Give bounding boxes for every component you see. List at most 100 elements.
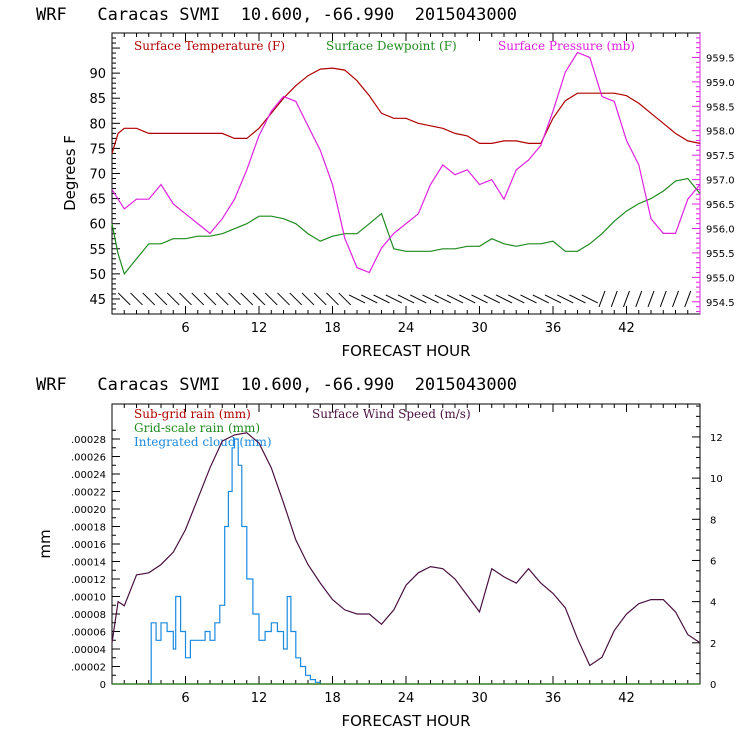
- wind-barb: [252, 292, 266, 306]
- bottom-chart-title: WRF Caracas SVMI 10.600, -66.990 2015043…: [36, 375, 517, 395]
- legend-integrated-cloud: Integrated cloud (mm): [134, 435, 272, 449]
- wind-barb: [520, 294, 537, 304]
- bottom-y-tick-label: .00020: [71, 505, 106, 516]
- bottom-y-tick-label: .00018: [71, 523, 106, 534]
- wind-barb: [289, 292, 303, 306]
- top-y-tick-label: 50: [89, 268, 106, 283]
- bottom-y-tick-label: .00022: [71, 488, 106, 499]
- top-y-tick-label: 60: [89, 218, 106, 233]
- bottom-y-tick-label: .00004: [71, 645, 106, 656]
- wind-barb: [277, 292, 290, 306]
- bottom-y-tick-label: .00008: [71, 610, 106, 621]
- top-x-tick-label: 42: [618, 321, 635, 336]
- legend-dewpoint: Surface Dewpoint (F): [326, 39, 457, 53]
- wind-barb: [557, 294, 574, 304]
- top-y2-tick-label: 956.5: [706, 200, 735, 211]
- wind-barb: [623, 290, 630, 308]
- legend-temperature: Surface Temperature (F): [134, 39, 285, 53]
- top-y2-tick-label: 957.5: [706, 151, 735, 162]
- top-y2-tick-label: 958.5: [706, 102, 735, 113]
- wind-barb: [471, 294, 488, 304]
- top-x-tick-label: 18: [324, 321, 341, 336]
- wind-barb: [532, 294, 549, 304]
- bottom-y-tick-label: .00016: [71, 540, 106, 551]
- wind-barb: [544, 294, 562, 304]
- wind-barb: [191, 292, 205, 306]
- top-y2-tick-label: 959.5: [706, 53, 735, 64]
- wind-barb: [410, 294, 427, 304]
- wind-barb: [142, 292, 156, 306]
- wind-barb: [684, 290, 692, 308]
- top-y2-tick-label: 959.0: [706, 78, 735, 89]
- bottom-y-tick-label: .00028: [71, 435, 106, 446]
- top-y2-tick-label: 956.0: [706, 224, 735, 235]
- wind-barb: [385, 294, 402, 304]
- wind-barb: [130, 292, 143, 306]
- wind-speed-line: [111, 432, 701, 667]
- wind-barb: [483, 294, 500, 304]
- wind-barb: [422, 294, 439, 304]
- bottom-y2-tick-label: 6: [710, 556, 716, 567]
- bottom-chart-xlabel: FORECAST HOUR: [341, 712, 470, 730]
- top-chart-axis-ticks: 6 12 18 24 30 36 42 45 50 55 60 65 70 75 80 85 90 954.5 95…: [89, 33, 735, 336]
- wind-barb: [326, 292, 339, 306]
- wind-barb: [215, 292, 229, 306]
- wind-barb: [446, 294, 464, 304]
- wind-barb: [301, 292, 315, 306]
- top-y-tick-label: 45: [89, 293, 106, 308]
- bottom-chart-legend: Sub-grid rain (mm) Grid-scale rain (mm) …: [134, 407, 471, 449]
- top-y2-tick-label: 958.0: [706, 127, 735, 138]
- wind-barb: [179, 292, 192, 306]
- legend-gridscale-rain: Grid-scale rain (mm): [134, 421, 260, 435]
- wind-barb: [434, 294, 451, 304]
- top-y2-tick-label: 955.0: [706, 273, 735, 284]
- top-chart-plot-frame: [111, 32, 701, 315]
- bottom-y-tick-label: .00026: [71, 453, 106, 464]
- bottom-y2-tick-label: 12: [710, 433, 723, 444]
- bottom-x-tick-label: 18: [324, 691, 341, 706]
- wind-barb: [598, 290, 606, 308]
- top-chart-series: [111, 51, 701, 276]
- bottom-x-tick-label: 30: [471, 691, 488, 706]
- wind-barb: [313, 292, 327, 306]
- wind-barb: [635, 290, 643, 308]
- top-x-tick-label: 36: [545, 321, 562, 336]
- wind-barbs: [117, 290, 692, 308]
- wind-barb: [373, 294, 390, 304]
- wind-barb: [338, 292, 352, 306]
- bottom-x-tick-label: 6: [181, 691, 189, 706]
- legend-subgrid-rain: Sub-grid rain (mm): [134, 407, 251, 421]
- top-x-tick-label: 24: [398, 321, 415, 336]
- top-y-tick-label: 90: [89, 67, 106, 82]
- top-chart-ylabel: Degrees F: [61, 135, 79, 211]
- wind-barb: [659, 290, 667, 308]
- bottom-x-tick-label: 36: [545, 691, 562, 706]
- wind-barb: [117, 292, 131, 306]
- wind-barb: [166, 292, 180, 306]
- wind-barb: [569, 294, 586, 304]
- top-x-tick-label: 6: [181, 321, 189, 336]
- wind-barb: [610, 290, 618, 308]
- wind-barb: [508, 294, 525, 304]
- bottom-y-tick-label: 0: [100, 680, 106, 691]
- top-y-tick-label: 65: [89, 193, 106, 208]
- wind-barb: [495, 294, 513, 304]
- top-y2-tick-label: 955.5: [706, 249, 735, 260]
- bottom-y-tick-label: .00014: [71, 558, 106, 569]
- top-y-tick-label: 80: [89, 117, 106, 132]
- top-chart-title: WRF Caracas SVMI 10.600, -66.990 2015043…: [36, 5, 517, 25]
- wind-barb: [203, 292, 217, 306]
- wind-barb: [459, 294, 476, 304]
- legend-pressure: Surface Pressure (mb): [498, 39, 635, 53]
- bottom-y2-tick-label: 4: [710, 598, 716, 609]
- top-x-tick-label: 30: [471, 321, 488, 336]
- bottom-chart-axis-ticks: 6 12 18 24 30 36 42.00028.00026.00024.00022.00…: [71, 404, 723, 706]
- top-chart-legend: Surface Temperature (F) Surface Dewpoint…: [134, 39, 635, 53]
- bottom-y-tick-label: .00010: [71, 593, 106, 604]
- top-x-tick-label: 12: [251, 321, 268, 336]
- bottom-y2-tick-label: 0: [710, 680, 716, 691]
- wind-barb: [154, 292, 168, 306]
- wind-barb: [647, 290, 655, 308]
- bottom-x-tick-label: 42: [618, 691, 635, 706]
